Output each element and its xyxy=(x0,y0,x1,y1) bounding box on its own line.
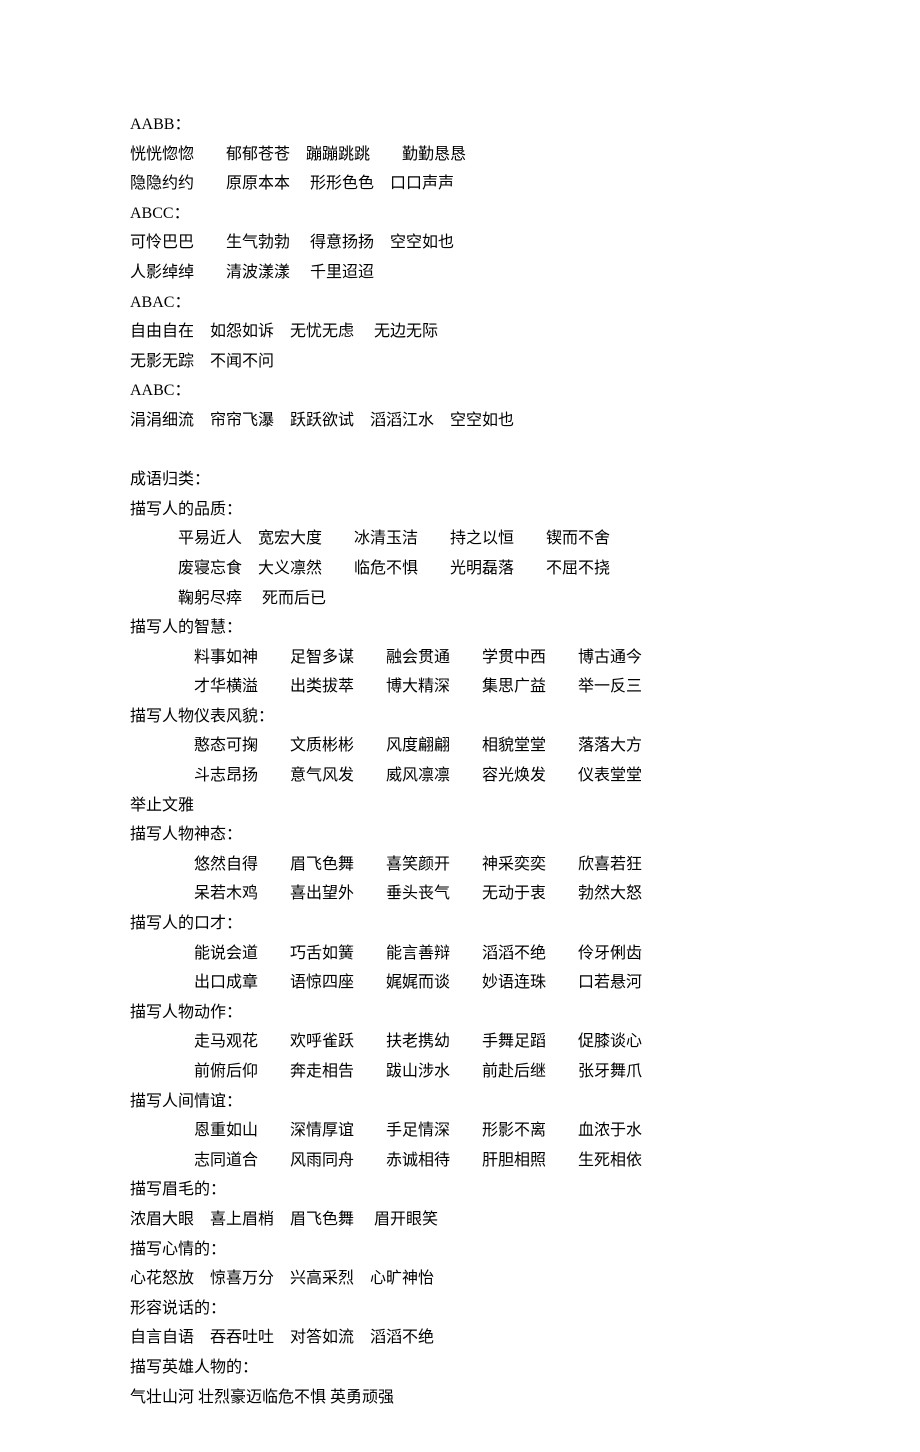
category-heading: 描写人的口才： xyxy=(130,909,790,939)
idiom-row: 走马观花 欢呼雀跃 扶老携幼 手舞足蹈 促膝谈心 xyxy=(130,1027,790,1057)
category-heading: 描写人的品质： xyxy=(130,495,790,525)
pattern-line: 自由自在 如怨如诉 无忧无虑 无边无际 xyxy=(130,317,790,347)
idiom-trailer: 举止文雅 xyxy=(130,791,790,821)
simple-category-line: 气壮山河 壮烈豪迈临危不惧 英勇顽强 xyxy=(130,1383,790,1413)
simple-category-line: 心花怒放 惊喜万分 兴高采烈 心旷神怡 xyxy=(130,1264,790,1294)
simple-category-heading: 描写英雄人物的： xyxy=(130,1353,790,1383)
pattern-heading: ABAC： xyxy=(130,288,790,318)
pattern-heading: AABB： xyxy=(130,110,790,140)
pattern-line: 无影无踪 不闻不问 xyxy=(130,347,790,377)
idiom-row: 憨态可掬 文质彬彬 风度翩翩 相貌堂堂 落落大方 xyxy=(130,731,790,761)
idiom-row: 斗志昂扬 意气风发 威风凛凛 容光焕发 仪表堂堂 xyxy=(130,761,790,791)
simple-category-line: 浓眉大眼 喜上眉梢 眉飞色舞 眉开眼笑 xyxy=(130,1205,790,1235)
main-heading: 成语归类： xyxy=(130,465,790,495)
simple-category-heading: 描写眉毛的： xyxy=(130,1175,790,1205)
simple-category-heading: 形容说话的： xyxy=(130,1294,790,1324)
idiom-row: 出口成章 语惊四座 娓娓而谈 妙语连珠 口若悬河 xyxy=(130,968,790,998)
document-page: AABB：恍恍惚惚 郁郁苍苍 蹦蹦跳跳 勤勤恳恳隐隐约约 原原本本 形形色色 口… xyxy=(0,0,920,1452)
simple-category-line: 自言自语 吞吞吐吐 对答如流 滔滔不绝 xyxy=(130,1323,790,1353)
idiom-row: 料事如神 足智多谋 融会贯通 学贯中西 博古通今 xyxy=(130,643,790,673)
idiom-row: 恩重如山 深情厚谊 手足情深 形影不离 血浓于水 xyxy=(130,1116,790,1146)
idiom-row: 废寝忘食 大义凛然 临危不惧 光明磊落 不屈不挠 xyxy=(130,554,790,584)
blank-line xyxy=(130,436,790,466)
idiom-row: 平易近人 宽宏大度 冰清玉洁 持之以恒 锲而不舍 xyxy=(130,524,790,554)
idiom-row: 悠然自得 眉飞色舞 喜笑颜开 神采奕奕 欣喜若狂 xyxy=(130,850,790,880)
idiom-row: 能说会道 巧舌如簧 能言善辩 滔滔不绝 伶牙俐齿 xyxy=(130,939,790,969)
pattern-line: 可怜巴巴 生气勃勃 得意扬扬 空空如也 xyxy=(130,228,790,258)
pattern-line: 涓涓细流 帘帘飞瀑 跃跃欲试 滔滔江水 空空如也 xyxy=(130,406,790,436)
category-heading: 描写人物动作： xyxy=(130,998,790,1028)
pattern-heading: AABC： xyxy=(130,376,790,406)
pattern-sections: AABB：恍恍惚惚 郁郁苍苍 蹦蹦跳跳 勤勤恳恳隐隐约约 原原本本 形形色色 口… xyxy=(130,110,790,436)
simple-category-sections: 描写眉毛的：浓眉大眼 喜上眉梢 眉飞色舞 眉开眼笑描写心情的：心花怒放 惊喜万分… xyxy=(130,1175,790,1412)
idiom-row: 志同道合 风雨同舟 赤诚相待 肝胆相照 生死相依 xyxy=(130,1146,790,1176)
idiom-row: 才华横溢 出类拔萃 博大精深 集思广益 举一反三 xyxy=(130,672,790,702)
pattern-line: 隐隐约约 原原本本 形形色色 口口声声 xyxy=(130,169,790,199)
category-sections: 描写人的品质：平易近人 宽宏大度 冰清玉洁 持之以恒 锲而不舍废寝忘食 大义凛然… xyxy=(130,495,790,1176)
category-heading: 描写人物仪表风貌： xyxy=(130,702,790,732)
pattern-heading: ABCC： xyxy=(130,199,790,229)
category-heading: 描写人的智慧： xyxy=(130,613,790,643)
category-heading: 描写人间情谊： xyxy=(130,1087,790,1117)
idiom-row: 呆若木鸡 喜出望外 垂头丧气 无动于衷 勃然大怒 xyxy=(130,879,790,909)
pattern-line: 恍恍惚惚 郁郁苍苍 蹦蹦跳跳 勤勤恳恳 xyxy=(130,140,790,170)
pattern-line: 人影绰绰 清波漾漾 千里迢迢 xyxy=(130,258,790,288)
idiom-row: 前俯后仰 奔走相告 跋山涉水 前赴后继 张牙舞爪 xyxy=(130,1057,790,1087)
category-heading: 描写人物神态： xyxy=(130,820,790,850)
idiom-row: 鞠躬尽瘁 死而后已 xyxy=(130,584,790,614)
simple-category-heading: 描写心情的： xyxy=(130,1235,790,1265)
